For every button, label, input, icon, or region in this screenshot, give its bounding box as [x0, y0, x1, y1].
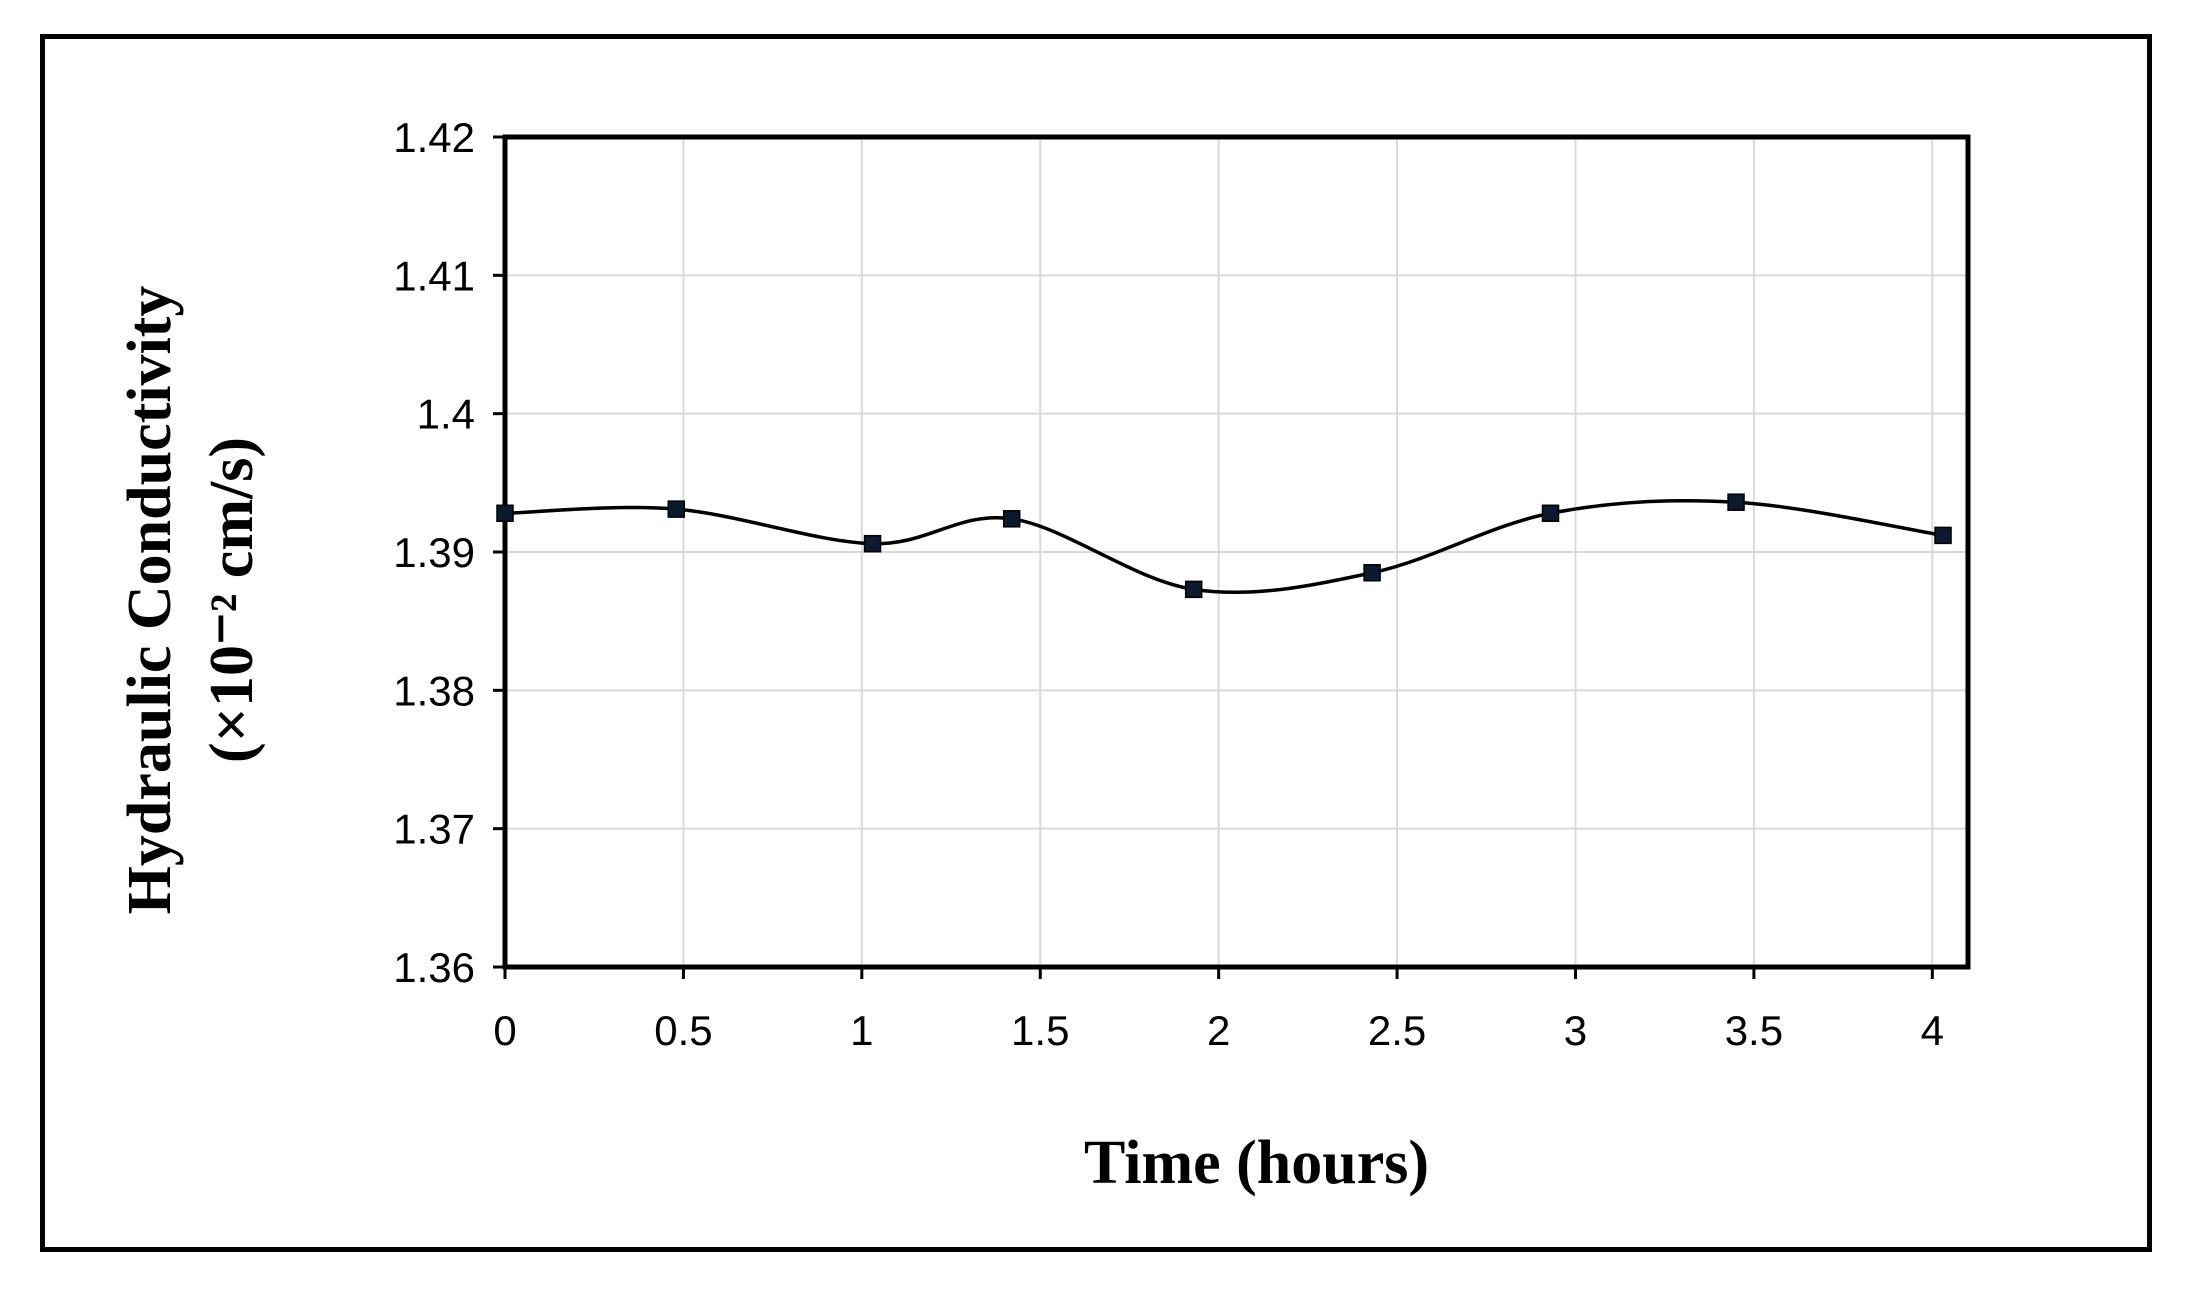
data-point	[1541, 504, 1560, 523]
grid	[504, 136, 1968, 968]
x-tick-label: 3	[1564, 1007, 1587, 1054]
data-point	[667, 500, 686, 518]
y-tick-label: 1.4	[417, 391, 475, 438]
x-tick-label: 1	[850, 1007, 873, 1054]
y-tick-label: 1.41	[393, 252, 475, 299]
x-axis-title: Time (hours)	[1084, 1129, 1429, 1197]
x-tick-label: 2	[1207, 1007, 1230, 1054]
data-point	[1727, 493, 1745, 511]
data-point	[496, 504, 514, 523]
y-tick-label: 1.42	[393, 114, 475, 161]
y-tick-label: 1.36	[393, 944, 475, 991]
data-point	[1934, 526, 1952, 545]
chart-frame	[40, 34, 2152, 1252]
y-axis-title: Hydraulic Conductivity (×10⁻² cm/s)	[116, 286, 266, 915]
data-point	[863, 534, 882, 553]
y-tick-label: 1.38	[393, 667, 475, 714]
data-point	[1363, 564, 1381, 582]
x-tick-label: 0.5	[654, 1007, 712, 1054]
x-tick-label: 0	[493, 1007, 516, 1054]
data-markers	[496, 493, 1952, 599]
series-line	[504, 498, 1944, 595]
y-axis-ticks: 1.36 1.37 1.38 1.39 1.4 1.41 1.42	[393, 114, 505, 991]
x-tick-label: 3.5	[1725, 1007, 1783, 1054]
x-tick-label: 1.5	[1011, 1007, 1069, 1054]
data-point	[1184, 580, 1203, 599]
y-axis-title-line2: (×10⁻² cm/s)	[198, 437, 266, 763]
y-tick-label: 1.37	[393, 806, 475, 853]
y-axis-title-line1: Hydraulic Conductivity	[116, 286, 184, 915]
x-axis-ticks: 0 0.5 1 1.5 2 2.5 3 3.5 4	[493, 967, 1944, 1054]
x-tick-label: 2.5	[1368, 1007, 1426, 1054]
x-tick-label: 4	[1921, 1007, 1944, 1054]
y-tick-label: 1.39	[393, 529, 475, 576]
data-point	[1002, 510, 1021, 528]
